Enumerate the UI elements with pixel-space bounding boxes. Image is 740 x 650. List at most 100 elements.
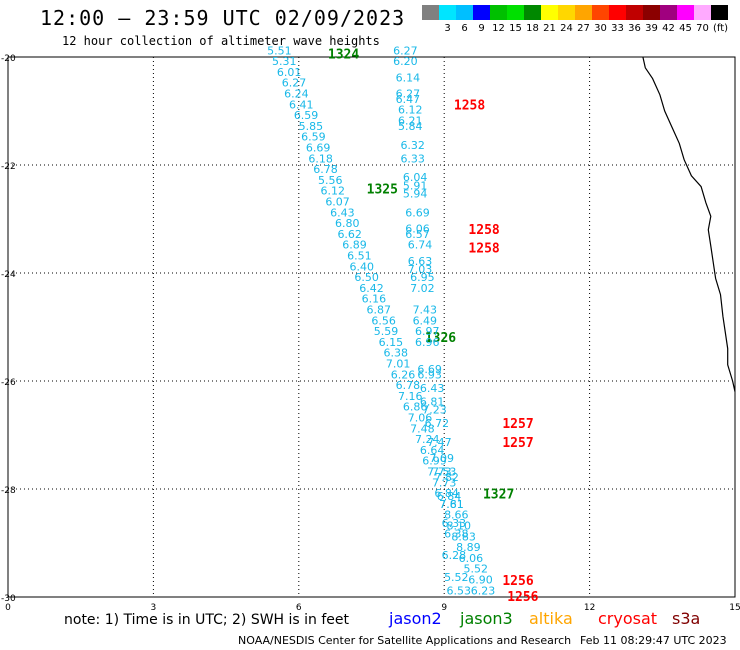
wave-height-value: 6.43	[330, 206, 355, 219]
wave-height-value: 6.80	[335, 217, 360, 230]
wave-height-value: 7.03	[408, 263, 433, 276]
satellite-legend-s3a: s3a	[672, 609, 701, 628]
wave-height-value: 6.16	[362, 293, 387, 306]
colorbar-tick-label: 30	[594, 23, 607, 34]
wave-height-value: 7.81	[439, 498, 464, 511]
track-time-label: 1327	[483, 487, 514, 502]
colorbar-tick-label: 33	[611, 23, 624, 34]
wave-height-value: 8.10	[446, 520, 471, 533]
footer-timestamp: Feb 11 08:29:47 UTC 2023	[580, 634, 727, 647]
wave-height-value: 6.51	[347, 250, 372, 263]
wave-height-value: 7.61	[439, 498, 464, 511]
colorbar-swatch	[626, 5, 643, 20]
wave-height-value: 6.27	[282, 77, 307, 90]
colorbar-swatch	[677, 5, 694, 20]
wave-height-value: 5.94	[403, 187, 428, 200]
wave-height-value: 6.14	[396, 71, 421, 84]
wave-height-value: 6.12	[320, 185, 345, 198]
wave-height-value: 6.62	[337, 228, 362, 241]
wave-height-value: 6.41	[289, 98, 314, 111]
wave-height-value: 7.16	[398, 390, 423, 403]
footer-credit: NOAA/NESDIS Center for Satellite Applica…	[238, 634, 572, 647]
wave-height-value: 5.85	[299, 120, 324, 133]
wave-height-value: 7.02	[410, 282, 435, 295]
colorbar-swatch	[541, 5, 558, 20]
wave-height-value: 6.74	[408, 239, 433, 252]
wave-height-value: 6.06	[459, 552, 484, 565]
footer-note: note: 1) Time is in UTC; 2) SWH is in fe…	[64, 612, 350, 628]
wave-height-value: 6.21	[398, 115, 423, 128]
wave-height-value: 5.56	[318, 174, 343, 187]
wave-height-value: 6.01	[277, 66, 302, 79]
wave-height-value: 6.33	[400, 152, 425, 165]
wave-height-value: 6.47	[396, 93, 421, 106]
wave-height-value: 6.04	[403, 171, 428, 184]
wave-height-value: 6.38	[383, 347, 408, 360]
wave-height-value: 6.49	[413, 314, 438, 327]
chart-subtitle: 12 hour collection of altimeter wave hei…	[62, 34, 380, 48]
colorbar-swatch	[422, 5, 439, 20]
track-time-label: 1258	[454, 99, 485, 114]
colorbar-tick-label: 9	[478, 23, 485, 34]
y-tick-label: -30	[1, 594, 16, 604]
wave-height-value: 6.42	[359, 282, 384, 295]
wave-height-value: 6.63	[408, 255, 433, 268]
colorbar-swatch	[643, 5, 660, 20]
wave-height-value: 6.56	[371, 314, 396, 327]
x-tick-label: 6	[296, 603, 302, 613]
wave-height-value: 6.57	[405, 228, 430, 241]
colorbar-unit: (ft)	[713, 23, 729, 34]
x-tick-label: 0	[5, 603, 11, 613]
track-time-label: 1324	[328, 47, 359, 62]
wave-height-value: 6.84	[437, 490, 462, 503]
map-frame	[7, 56, 736, 598]
wave-height-value: 6.87	[367, 304, 392, 317]
satellite-legend-jason3: jason3	[460, 609, 513, 628]
track-time-label: 1326	[425, 331, 456, 346]
wave-height-value: 7.53	[432, 466, 457, 479]
wave-height-value: 6.72	[425, 417, 450, 430]
coastline	[642, 56, 736, 392]
wave-height-value: 7.09	[430, 452, 455, 465]
colorbar-tick-label: 42	[662, 23, 675, 34]
wave-height-value: 7.01	[386, 358, 411, 371]
colorbar-tick-label: 3	[444, 23, 451, 34]
wave-height-value: 7.06	[408, 412, 433, 425]
colorbar-tick-label: 70	[696, 23, 709, 34]
wave-height-value: 6.78	[313, 163, 338, 176]
wave-height-value: 6.27	[393, 44, 418, 57]
colorbar-tick-label: 45	[679, 23, 692, 34]
satellite-legend-jason2: jason2	[389, 609, 442, 628]
wave-height-value: 6.18	[308, 152, 333, 165]
colorbar-tick-label: 12	[492, 23, 505, 34]
wave-height-value: 5.91	[403, 179, 428, 192]
wave-height-value: 7.23	[422, 403, 447, 416]
colorbar-tick-label: 15	[509, 23, 522, 34]
wave-height-value: 6.12	[398, 104, 423, 117]
colorbar-swatch	[575, 5, 592, 20]
wave-height-value: 7.24	[415, 433, 440, 446]
colorbar-swatch	[473, 5, 490, 20]
wave-height-value: 6.38	[444, 528, 469, 541]
wave-height-value: 6.93	[417, 368, 442, 381]
colorbar-swatch	[694, 5, 711, 20]
wave-height-value: 6.23	[471, 584, 496, 597]
wave-height-value: 6.15	[379, 336, 404, 349]
wave-height-value: 6.99	[422, 455, 447, 468]
wave-height-value: 6.89	[342, 239, 367, 252]
colorbar-swatch	[558, 5, 575, 20]
colorbar-swatch	[524, 5, 541, 20]
wave-height-value: 7.47	[427, 436, 452, 449]
track-time-label: 1325	[367, 182, 398, 197]
colorbar-tick-label: 24	[560, 23, 573, 34]
wave-height-value: 5.59	[374, 325, 399, 338]
wave-height-value: 6.32	[400, 139, 425, 152]
wave-height-value: 6.69	[417, 363, 442, 376]
wave-height-value: 6.24	[284, 88, 309, 101]
colorbar-swatch	[711, 5, 728, 20]
x-tick-label: 3	[151, 603, 157, 613]
wave-height-value: 6.95	[410, 271, 435, 284]
wave-height-value: 5.84	[398, 120, 423, 133]
wave-height-value: 6.78	[396, 379, 421, 392]
